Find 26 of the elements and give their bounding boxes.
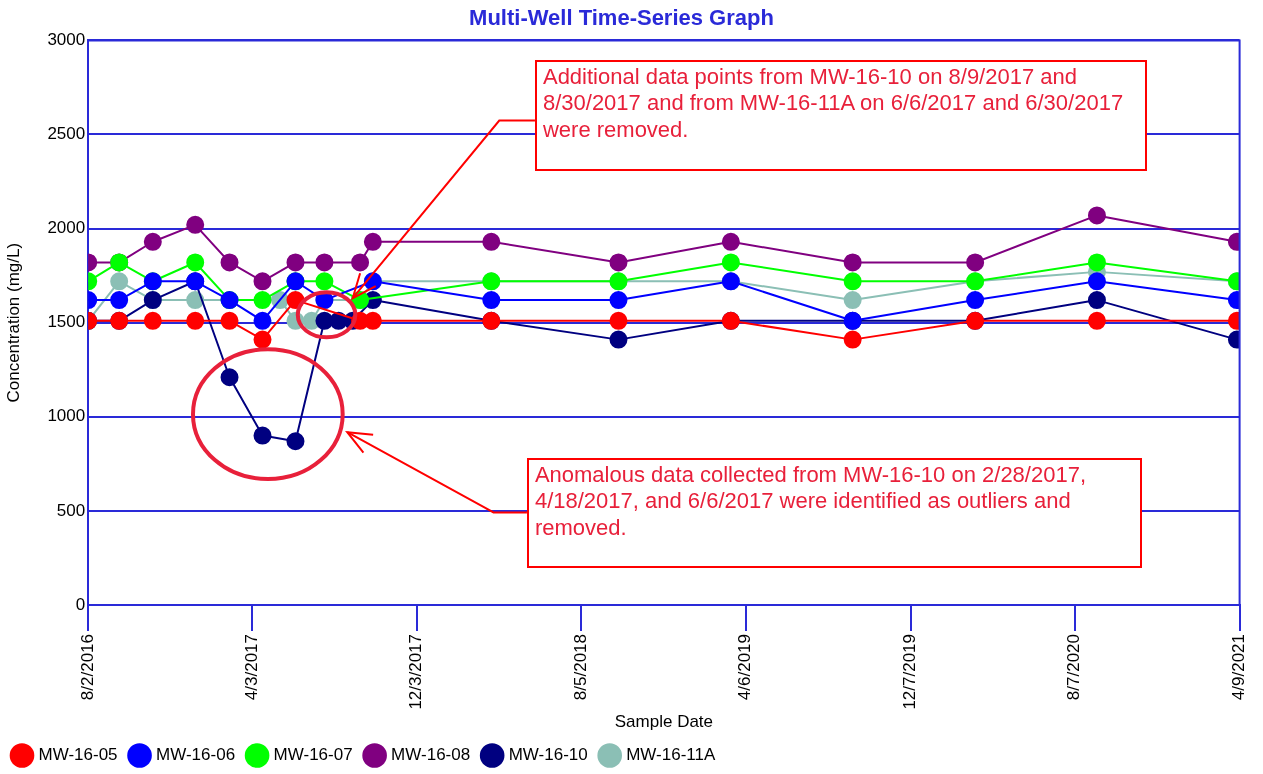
x-tick-label: 4/3/2017 [242,633,262,701]
legend-label: MW-16-10 [508,745,588,765]
legend-label: MW-16-07 [273,745,353,765]
legend-label: MW-16-08 [391,745,471,765]
x-tick-label: 8/7/2020 [1064,633,1084,701]
y-tick-label: 1500 [47,312,86,332]
y-axis-title: Concentration (mg/L) [3,242,23,403]
annotation: Anomalous data collected from MW-16-10 on 2/28/2017, 4/18/2017, and 6/6/2017 were identified as outliers and removed. [526,457,1142,569]
x-tick-label: 4/9/2021 [1229,633,1249,701]
annotation: Additional data points from MW-16-10 on 8/9/2017 and 8/30/2017 and from MW-16-11A on 6/6/2017 and 6/30/2017 were removed. [534,59,1148,172]
y-tick-label: 2000 [47,218,86,238]
y-tick-label: 1000 [47,406,86,426]
x-tick-label: 12/3/2017 [406,633,426,710]
legend-label: MW-16-06 [156,745,236,765]
legend-label: MW-16-11A [626,745,716,765]
x-tick-label: 4/6/2019 [735,633,755,701]
legend-label: MW-16-05 [38,745,118,765]
x-tick-label: 8/5/2018 [571,633,591,701]
x-tick-label: 12/7/2019 [900,633,920,710]
y-tick-label: 3000 [47,30,86,50]
chart-title: Multi-Well Time-Series Graph [469,5,774,31]
y-tick-label: 500 [56,500,86,520]
x-tick-label: 8/2/2016 [77,633,97,701]
y-tick-label: 0 [75,594,86,614]
y-tick-label: 2500 [47,124,86,144]
x-axis-title: Sample Date [614,712,714,732]
